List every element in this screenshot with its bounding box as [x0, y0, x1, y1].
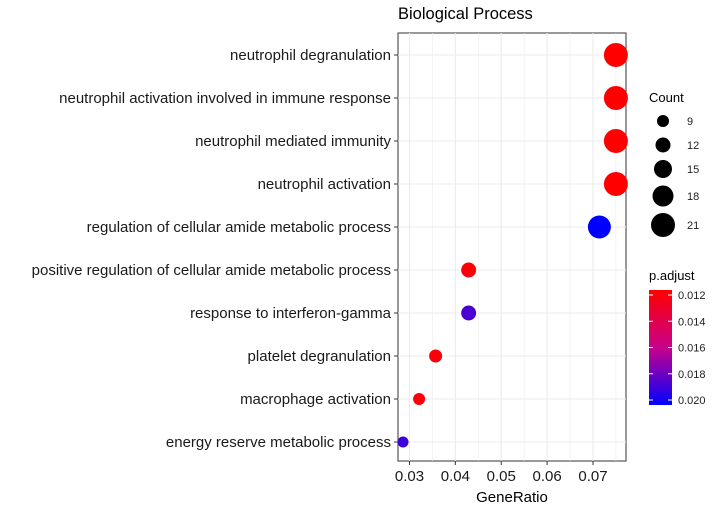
x-tick-label: 0.05 — [487, 468, 516, 485]
count-legend-title: Count — [649, 90, 684, 105]
padjust-legend-label: 0.016 — [678, 343, 706, 355]
data-point — [603, 172, 628, 196]
category-label: positive regulation of cellular amide me… — [32, 262, 391, 279]
padjust-legend-label: 0.014 — [678, 316, 706, 328]
padjust-legend-label: 0.018 — [678, 369, 706, 381]
count-legend-symbol — [655, 137, 671, 153]
data-point — [603, 86, 628, 110]
count-legend-label: 12 — [687, 140, 699, 152]
category-label: platelet degranulation — [248, 348, 391, 365]
data-point — [603, 129, 628, 153]
data-point — [413, 393, 426, 405]
data-point — [397, 436, 409, 448]
category-label: neutrophil mediated immunity — [195, 133, 391, 150]
x-tick-label: 0.03 — [395, 468, 424, 485]
data-point — [429, 349, 443, 363]
x-axis-title: GeneRatio — [476, 489, 548, 506]
data-point — [461, 262, 477, 278]
count-legend-symbol — [654, 160, 672, 178]
category-label: response to interferon-gamma — [190, 305, 392, 322]
padjust-legend-label: 0.020 — [678, 395, 706, 407]
category-labels: neutrophil degranulation neutrophil activ… — [32, 47, 398, 451]
chart-title: Biological Process — [398, 5, 533, 23]
category-label: regulation of cellular amide metabolic p… — [87, 219, 391, 236]
count-legend-symbol — [652, 185, 674, 207]
category-label: neutrophil degranulation — [230, 47, 391, 64]
count-legend-label: 21 — [687, 220, 699, 232]
data-point — [461, 305, 477, 321]
padjust-legend-label: 0.012 — [678, 290, 706, 302]
padjust-legend-title: p.adjust — [649, 268, 695, 283]
count-legend-symbol — [657, 115, 669, 127]
category-label: macrophage activation — [240, 391, 391, 408]
x-tick-label: 0.04 — [441, 468, 470, 485]
padjust-colorbar — [649, 290, 672, 405]
data-points — [397, 43, 628, 448]
data-point — [587, 215, 611, 239]
count-legend: Count 9 12 15 18 21 — [649, 90, 699, 237]
count-legend-symbol — [651, 213, 675, 237]
count-legend-label: 18 — [687, 191, 699, 203]
count-legend-label: 15 — [687, 164, 699, 176]
category-label: energy reserve metabolic process — [166, 434, 391, 451]
x-tick-label: 0.06 — [532, 468, 561, 485]
category-label: neutrophil activation — [258, 176, 391, 193]
plot-panel — [397, 32, 627, 462]
x-tick-label: 0.07 — [578, 468, 607, 485]
count-legend-label: 9 — [687, 116, 693, 128]
x-axis-ticks: 0.03 0.04 0.05 0.06 0.07 — [395, 461, 608, 485]
data-point — [603, 43, 628, 67]
category-label: neutrophil activation involved in immune… — [59, 90, 391, 107]
padjust-legend: p.adjust 0.012 0.014 0.016 0.018 0.020 — [649, 268, 706, 407]
